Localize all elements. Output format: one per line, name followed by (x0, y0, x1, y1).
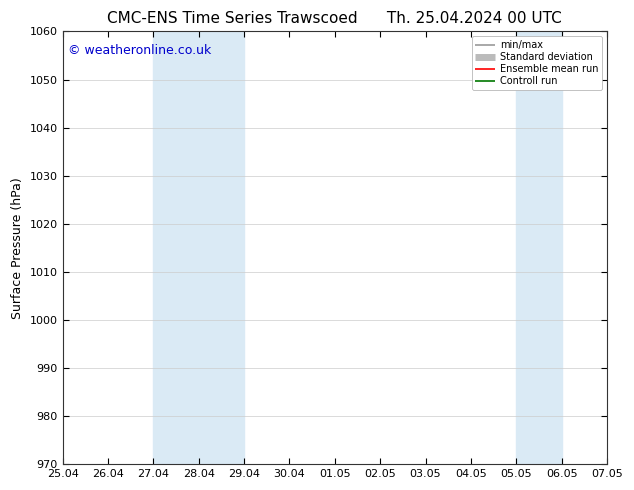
Text: © weatheronline.co.uk: © weatheronline.co.uk (68, 45, 211, 57)
Bar (153, 31, 244, 464)
Legend: min/max, Standard deviation, Ensemble mean run, Controll run: min/max, Standard deviation, Ensemble me… (472, 36, 602, 90)
Y-axis label: Surface Pressure (hPa): Surface Pressure (hPa) (11, 177, 24, 318)
Title: CMC-ENS Time Series Trawscoed      Th. 25.04.2024 00 UTC: CMC-ENS Time Series Trawscoed Th. 25.04.… (107, 11, 562, 26)
Bar (516, 31, 562, 464)
